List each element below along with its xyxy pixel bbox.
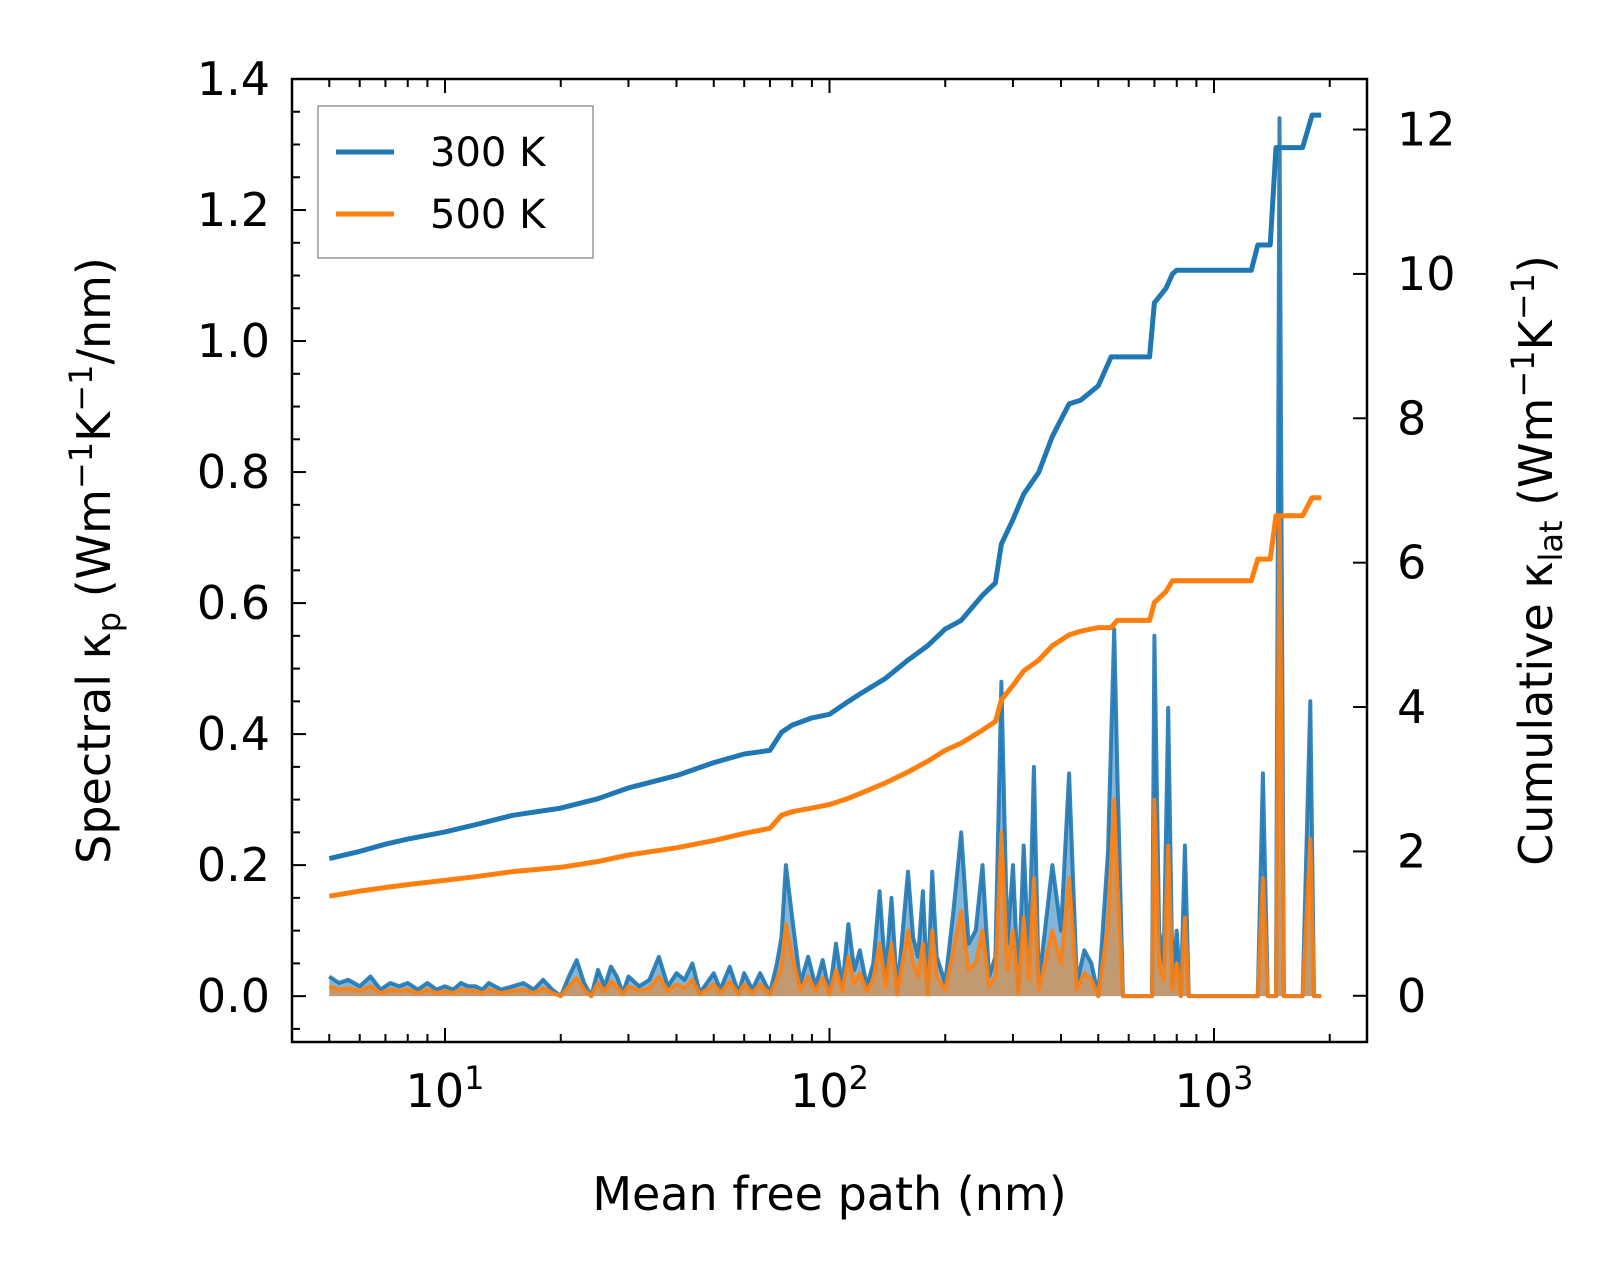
y-right-tick-label: 4 — [1397, 680, 1426, 734]
y-left-tick-label: 1.4 — [197, 52, 270, 106]
y-left-tick-label: 0.2 — [197, 838, 270, 892]
legend-label: 500 K — [430, 192, 547, 238]
plot-layer — [328, 112, 1322, 999]
cumulative-300k-line — [328, 112, 1322, 862]
y-left-tick-label: 0.4 — [197, 707, 270, 761]
y-right-tick-label: 8 — [1397, 391, 1426, 445]
y-right-tick-label: 10 — [1397, 247, 1456, 301]
y-right-tick-label: 2 — [1397, 824, 1426, 878]
y-left-tick-label: 0.6 — [197, 576, 270, 630]
y-right-axis-label: Cumulative κlat (Wm−1K−1) — [1504, 255, 1570, 866]
legend: 300 K 500 K — [317, 105, 594, 259]
legend-label: 300 K — [430, 130, 547, 176]
y-left-tick-label: 0.0 — [197, 969, 270, 1023]
x-axis-label: Mean free path (nm) — [592, 1167, 1066, 1221]
axes-layer — [290, 77, 1369, 1044]
cumulative-500k-line — [328, 495, 1322, 899]
x-tick-label: 101 — [406, 1059, 485, 1118]
legend-box — [317, 105, 594, 259]
plot-area — [328, 112, 1322, 999]
y-right-tick-label: 6 — [1397, 536, 1426, 590]
labels-layer: 101 102 103 0.0 0.2 0.4 0.6 0.8 1.0 1.2 1.4 0 2 4 6 8 10… — [62, 52, 1570, 1221]
y-left-tick-label: 1.2 — [197, 183, 270, 237]
x-tick-label: 102 — [790, 1059, 869, 1118]
y-right-tick-label: 0 — [1397, 969, 1426, 1023]
y-left-tick-label: 1.0 — [197, 314, 270, 368]
x-tick-label: 103 — [1175, 1059, 1254, 1118]
spectral-500k-line — [328, 515, 1322, 999]
y-left-axis-label: Spectral κp (Wm−1K−1/nm) — [62, 257, 128, 864]
y-left-tick-label: 0.8 — [197, 445, 270, 499]
y-right-tick-label: 12 — [1397, 103, 1456, 157]
